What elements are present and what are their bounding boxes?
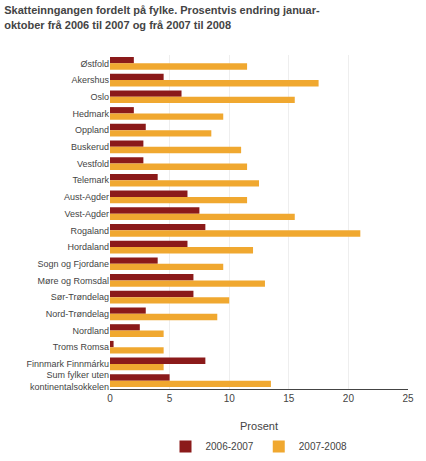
- svg-text:Buskerud: Buskerud: [71, 142, 109, 152]
- svg-text:Vest-Agder: Vest-Agder: [64, 209, 109, 219]
- svg-text:Sogn og Fjordane: Sogn og Fjordane: [37, 259, 109, 269]
- svg-text:10: 10: [224, 393, 236, 404]
- svg-text:25: 25: [402, 393, 414, 404]
- svg-text:Oslo: Oslo: [90, 92, 109, 102]
- svg-text:20: 20: [343, 393, 355, 404]
- svg-text:Troms Romsa: Troms Romsa: [53, 342, 109, 352]
- svg-text:Nord-Trøndelag: Nord-Trøndelag: [46, 309, 109, 319]
- svg-text:Oppland: Oppland: [75, 125, 109, 135]
- svg-text:Hedmark: Hedmark: [72, 109, 109, 119]
- svg-text:Sum fylker utenkontinentalsokk: Sum fylker utenkontinentalsokkelen: [30, 370, 109, 392]
- svg-text:Rogaland: Rogaland: [70, 226, 109, 236]
- svg-text:Skatteinngangen fordelt på fyl: Skatteinngangen fordelt på fylke. Prosen…: [4, 4, 320, 30]
- svg-text:Prosent: Prosent: [240, 420, 278, 432]
- svg-text:Aust-Agder: Aust-Agder: [64, 192, 109, 202]
- svg-text:Vestfold: Vestfold: [77, 159, 109, 169]
- svg-text:Akershus: Akershus: [71, 75, 109, 85]
- svg-text:Sør-Trøndelag: Sør-Trøndelag: [51, 292, 109, 302]
- svg-text:Hordaland: Hordaland: [67, 242, 109, 252]
- svg-text:Telemark: Telemark: [72, 175, 109, 185]
- svg-text:2006-2007: 2006-2007: [206, 441, 254, 452]
- svg-text:Østfold: Østfold: [80, 59, 109, 69]
- svg-text:Møre og Romsdal: Møre og Romsdal: [37, 276, 109, 286]
- svg-text:Nordland: Nordland: [72, 326, 109, 336]
- svg-text:Finnmark Finnmárku: Finnmark Finnmárku: [26, 359, 109, 369]
- svg-text:15: 15: [283, 393, 295, 404]
- svg-text:0: 0: [107, 393, 113, 404]
- svg-text:2007-2008: 2007-2008: [299, 441, 347, 452]
- svg-text:5: 5: [167, 393, 173, 404]
